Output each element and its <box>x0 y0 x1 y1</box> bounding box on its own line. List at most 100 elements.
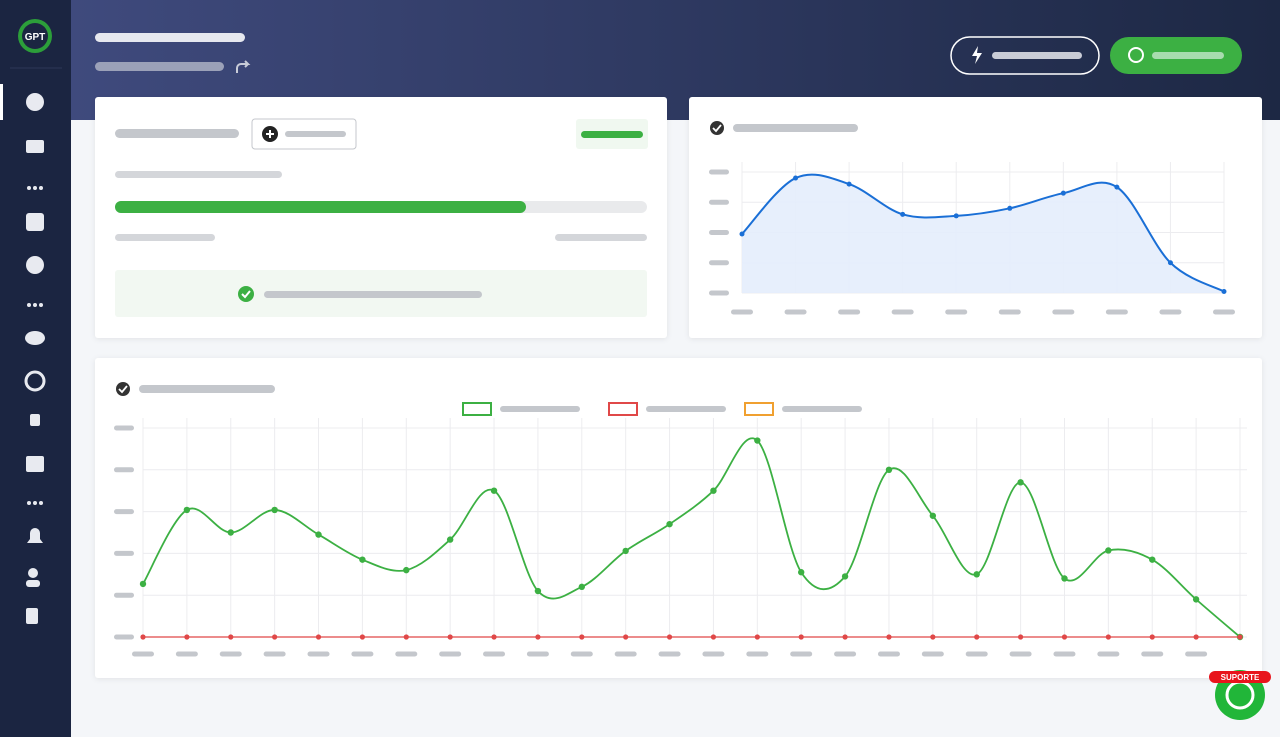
x-tick-label <box>395 651 418 657</box>
point <box>1221 288 1227 294</box>
x-tick-label <box>998 309 1021 315</box>
point <box>315 634 322 640</box>
x-tick-label <box>1009 651 1032 657</box>
area-fill <box>742 174 1224 293</box>
point <box>622 547 629 555</box>
point <box>885 466 893 473</box>
point <box>140 634 146 640</box>
point <box>446 536 454 543</box>
x-tick-label <box>877 651 900 657</box>
x-tick-label <box>834 651 857 657</box>
point <box>491 634 497 640</box>
legend-swatch <box>608 402 638 416</box>
point <box>974 634 980 640</box>
brand: GPT <box>25 32 46 43</box>
x-tick-label <box>1105 309 1128 315</box>
point <box>754 437 761 444</box>
x-tick-label <box>263 651 286 657</box>
y-tick-label <box>114 634 134 640</box>
y-tick-label <box>709 230 729 235</box>
point <box>1167 260 1173 266</box>
point <box>842 634 848 640</box>
y-tick-label <box>709 260 729 266</box>
charts <box>114 162 1247 657</box>
x-tick-label <box>175 651 198 657</box>
x-tick-label <box>439 651 462 657</box>
point <box>1060 190 1066 196</box>
point <box>534 587 542 595</box>
point <box>666 520 673 528</box>
x-tick-label <box>731 309 753 315</box>
point <box>1237 634 1243 640</box>
point <box>1061 575 1068 582</box>
sidebar-icons[interactable] <box>24 93 46 624</box>
y-tick-label <box>114 467 134 473</box>
point <box>739 231 745 237</box>
x-tick-label <box>219 651 242 657</box>
point <box>403 566 410 574</box>
y-tick-label <box>709 199 729 205</box>
area-line <box>741 173 1225 293</box>
x-tick-label <box>1097 651 1120 657</box>
point <box>579 634 585 640</box>
point <box>1105 634 1111 640</box>
point <box>1061 634 1068 640</box>
point <box>754 634 760 640</box>
x-tick-label <box>945 309 968 315</box>
legend-swatch <box>744 402 774 416</box>
point <box>1193 634 1199 640</box>
point <box>359 556 366 563</box>
point <box>1149 634 1155 640</box>
point <box>1017 479 1024 486</box>
support-badge: SUPORTE <box>1221 673 1260 682</box>
point <box>315 531 322 538</box>
point <box>227 529 234 536</box>
legend-label <box>782 406 862 412</box>
x-tick-label <box>790 651 813 657</box>
x-tick-label <box>570 651 593 657</box>
point <box>953 213 959 219</box>
point <box>1192 596 1200 603</box>
y-tick-label <box>114 550 134 556</box>
point <box>929 512 937 519</box>
series-line <box>142 437 1241 638</box>
point <box>184 634 190 640</box>
action-button[interactable] <box>950 36 1100 75</box>
y-tick-label <box>709 290 729 296</box>
active-indicator <box>0 84 3 120</box>
point <box>1105 547 1112 554</box>
point <box>930 634 936 640</box>
point <box>900 211 906 217</box>
point <box>228 634 234 640</box>
point <box>623 634 629 640</box>
point <box>535 634 541 640</box>
x-tick-label <box>526 651 549 657</box>
x-tick-label <box>483 651 506 657</box>
point <box>798 569 805 576</box>
point <box>666 634 673 640</box>
y-tick-label <box>114 425 134 431</box>
x-tick-label <box>614 651 637 657</box>
x-tick-label <box>921 651 944 657</box>
point <box>359 634 365 640</box>
x-tick-label <box>838 309 861 315</box>
y-tick-label <box>114 509 134 515</box>
x-tick-label <box>784 309 807 315</box>
x-tick-label <box>1185 651 1208 657</box>
point <box>271 506 278 514</box>
point <box>973 571 980 578</box>
x-tick-label <box>746 651 769 657</box>
point <box>798 634 804 640</box>
point <box>139 580 147 588</box>
point <box>1018 634 1024 640</box>
point <box>272 634 278 640</box>
point <box>447 634 453 640</box>
x-tick-label <box>702 651 725 657</box>
point <box>846 181 852 187</box>
x-tick-label <box>1052 309 1075 315</box>
progress-bar <box>115 201 526 213</box>
x-tick-label <box>1213 309 1235 315</box>
point <box>886 634 892 640</box>
